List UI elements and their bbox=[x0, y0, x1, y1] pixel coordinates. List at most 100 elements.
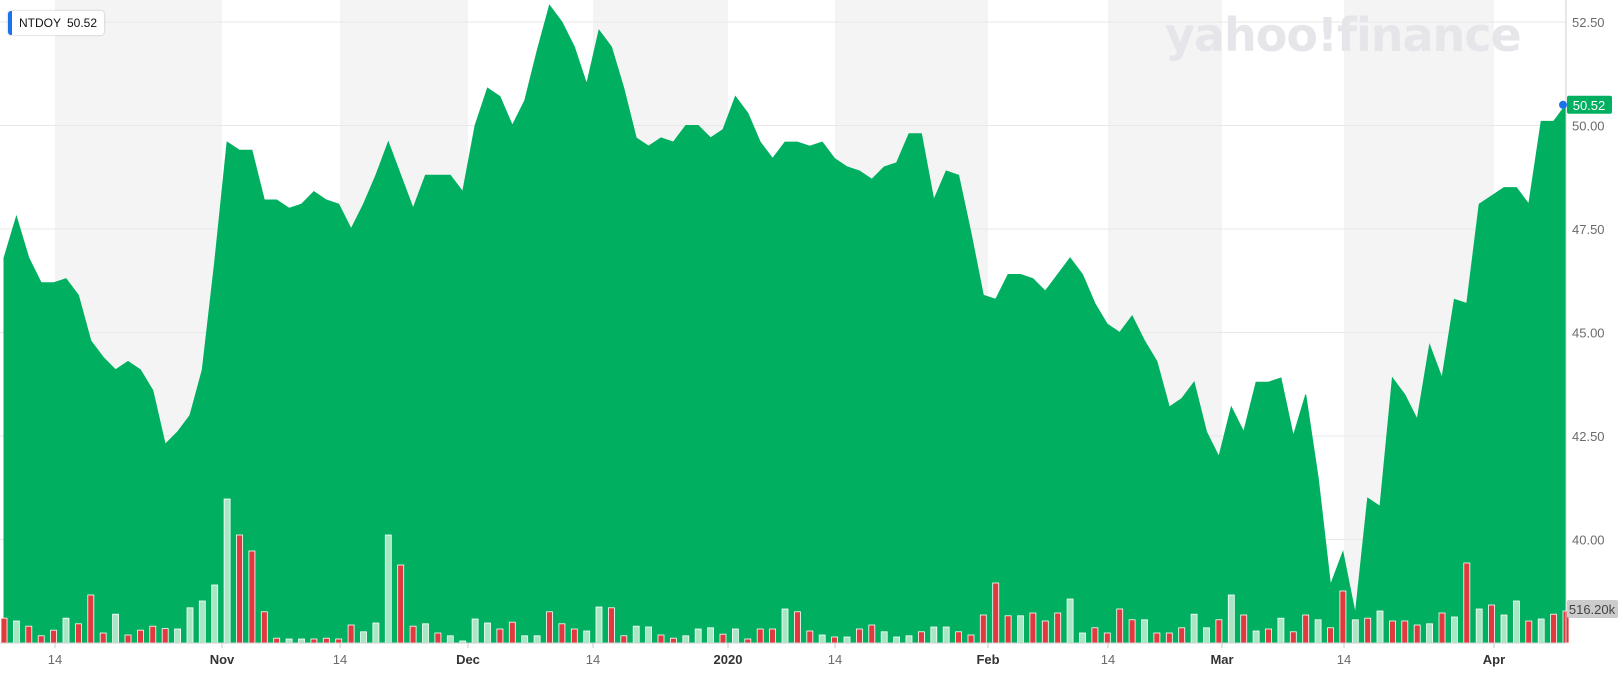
x-tick-label: 14 bbox=[48, 652, 62, 667]
volume-bar-down bbox=[1153, 632, 1161, 644]
volume-bar-down bbox=[161, 628, 169, 644]
volume-bar-up bbox=[285, 638, 293, 644]
volume-bar-up bbox=[1451, 616, 1458, 644]
volume-bar-down bbox=[570, 628, 578, 644]
volume-bar-down bbox=[1339, 590, 1347, 644]
volume-bar-up bbox=[1277, 617, 1285, 644]
volume-bar-up bbox=[682, 635, 690, 644]
volume-bar-up bbox=[186, 607, 194, 644]
volume-bar-down bbox=[1525, 620, 1533, 644]
volume-bar-down bbox=[434, 632, 442, 644]
volume-bar-up bbox=[533, 635, 541, 644]
volume-bar-up bbox=[707, 627, 714, 644]
volume-bar-down bbox=[670, 637, 677, 644]
volume-bar-up bbox=[62, 617, 70, 644]
x-tick-label: Dec bbox=[456, 652, 480, 667]
volume-bar-up bbox=[1252, 630, 1260, 644]
volume-bar-up bbox=[1066, 598, 1074, 644]
volume-bar-down bbox=[1103, 632, 1111, 644]
volume-bar-up bbox=[905, 635, 913, 644]
volume-bar-down bbox=[1091, 627, 1099, 644]
volume-bar-down bbox=[856, 628, 863, 644]
volume-bar-down bbox=[608, 607, 615, 644]
last-price-label: 50.52 bbox=[1573, 98, 1606, 113]
y-tick-label: 50.00 bbox=[1572, 119, 1605, 134]
volume-bar-up bbox=[893, 636, 900, 644]
volume-bar-down bbox=[75, 623, 82, 644]
x-tick-label: 2020 bbox=[714, 652, 743, 667]
ticker-price: 50.52 bbox=[67, 16, 98, 30]
y-tick-label: 40.00 bbox=[1572, 533, 1605, 548]
volume-bar-down bbox=[1488, 604, 1495, 644]
y-tick-label: 42.50 bbox=[1572, 429, 1605, 444]
volume-bar-down bbox=[769, 628, 776, 644]
volume-bar-down bbox=[99, 632, 107, 644]
volume-bar-down bbox=[1413, 624, 1421, 644]
volume-bar-up bbox=[1203, 627, 1210, 644]
volume-bar-down bbox=[260, 611, 268, 644]
volume-bar-up bbox=[360, 631, 367, 644]
x-tick-label: 14 bbox=[1337, 652, 1351, 667]
ticker-symbol: NTDOY bbox=[19, 16, 61, 30]
volume-bar-up bbox=[880, 631, 888, 644]
volume-bar-up bbox=[694, 628, 702, 644]
volume-bar-up bbox=[645, 626, 652, 644]
x-tick-label: Apr bbox=[1483, 652, 1505, 667]
volume-bar-down bbox=[347, 624, 355, 644]
x-tick-label: Mar bbox=[1210, 652, 1233, 667]
volume-bar-down bbox=[248, 550, 256, 644]
volume-bar-up bbox=[1426, 623, 1433, 644]
price-area-path bbox=[3, 4, 1567, 644]
volume-bar-down bbox=[397, 564, 405, 644]
volume-bar-down bbox=[1364, 617, 1372, 644]
volume-bar-down bbox=[124, 634, 132, 644]
volume-bar-down bbox=[1004, 615, 1012, 644]
volume-bar-down bbox=[756, 628, 764, 644]
volume-bar-up bbox=[384, 534, 392, 644]
volume-bar-down bbox=[1438, 612, 1446, 644]
volume-bar-up bbox=[1141, 619, 1148, 644]
volume-bar-up bbox=[422, 623, 429, 644]
volume-bar-down bbox=[87, 594, 95, 644]
volume-bar-up bbox=[781, 608, 789, 644]
volume-bar-up bbox=[818, 634, 826, 644]
volume-bar-down bbox=[236, 534, 243, 644]
x-tick-label: Nov bbox=[210, 652, 235, 667]
volume-bar-down bbox=[1041, 620, 1049, 644]
volume-bar-down bbox=[992, 582, 1000, 644]
volume-bar-down bbox=[50, 629, 57, 644]
volume-bar-up bbox=[632, 625, 640, 644]
volume-bar-down bbox=[0, 617, 8, 644]
volume-bar-down bbox=[806, 630, 814, 644]
volume-bar-up bbox=[1227, 594, 1235, 644]
volume-bar-down bbox=[794, 611, 801, 644]
x-tick-label: 14 bbox=[1101, 652, 1115, 667]
volume-bar-down bbox=[1302, 614, 1310, 644]
last-price-dot bbox=[1559, 100, 1567, 109]
volume-bar-down bbox=[273, 637, 281, 644]
volume-bar-up bbox=[484, 622, 491, 644]
volume-bar-down bbox=[1389, 620, 1396, 644]
x-tick-label: 14 bbox=[333, 652, 347, 667]
volume-bar-down bbox=[546, 611, 553, 644]
volume-bar-up bbox=[1017, 615, 1024, 644]
volume-bar-down bbox=[620, 635, 628, 644]
volume-bar-down bbox=[831, 636, 838, 644]
volume-bar-down bbox=[508, 621, 516, 644]
volume-bar-down bbox=[1116, 608, 1124, 644]
volume-bar-down bbox=[1327, 627, 1334, 644]
volume-bar-down bbox=[1029, 612, 1037, 644]
volume-bar-up bbox=[446, 635, 454, 644]
volume-bar-up bbox=[521, 635, 529, 644]
volume-bar-up bbox=[942, 626, 950, 644]
volume-bar-down bbox=[1165, 632, 1173, 644]
volume-bar-down bbox=[868, 624, 876, 644]
x-tick-label: 14 bbox=[828, 652, 842, 667]
volume-bar-up bbox=[732, 628, 739, 644]
last-volume-badge bbox=[1567, 600, 1618, 618]
volume-bar-up bbox=[1500, 614, 1508, 644]
ticker-chip[interactable]: NTDOY 50.52 bbox=[8, 11, 105, 35]
volume-bar-up bbox=[1513, 600, 1520, 644]
volume-bar-down bbox=[149, 625, 157, 644]
